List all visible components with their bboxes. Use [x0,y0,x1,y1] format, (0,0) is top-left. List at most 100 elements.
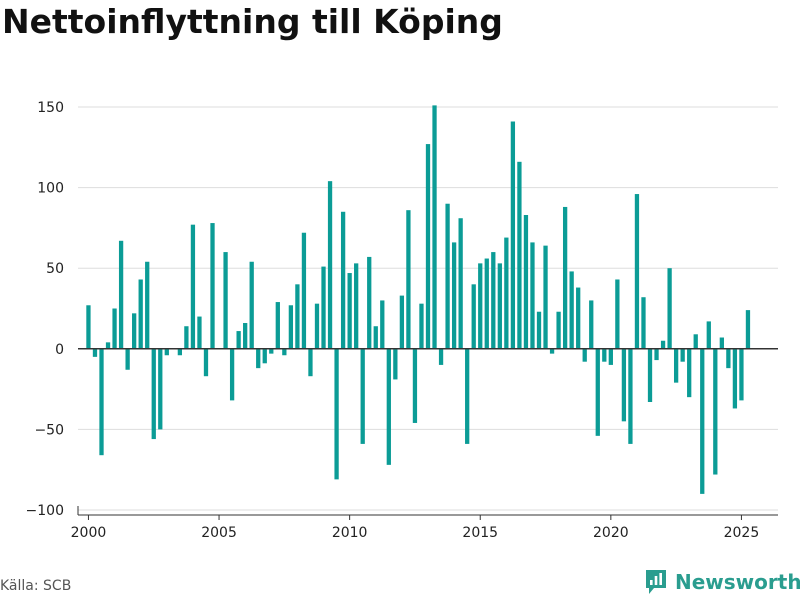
bar [726,348,731,369]
bar [432,105,437,349]
bar [249,261,254,349]
bar [569,271,574,349]
bar [673,348,679,383]
bar [347,273,352,349]
bar [151,348,156,440]
chart-title: Nettoinflyttning till Köping [2,2,503,41]
bar [308,348,313,377]
bar [118,240,124,349]
bar [445,203,450,349]
bar [132,313,137,349]
bar [340,211,346,349]
bar [556,311,561,349]
x-tick-label: 2025 [724,525,760,541]
bar [641,297,646,349]
bar [190,224,196,349]
y-tick-label: 50 [46,261,64,277]
bar [256,348,261,369]
x-tick-label: 2005 [201,525,237,541]
bar [497,263,502,349]
brand-logo[interactable]: Newsworthy [644,568,800,596]
bar [491,252,496,349]
bar [210,223,215,349]
bar [628,348,633,444]
bar [562,206,568,349]
bar [706,321,711,349]
bar [549,348,555,354]
x-tick-label: 2000 [71,525,107,541]
bar [589,300,594,349]
bar [419,303,424,349]
bar [275,302,280,349]
bar [654,348,659,361]
bar [236,331,241,349]
bar [536,311,542,349]
y-tick-label: 100 [37,181,64,197]
bar [327,181,333,349]
bar [164,348,169,356]
bar [269,348,274,354]
bar [680,348,685,362]
bar [282,348,287,356]
bar [458,218,463,349]
bar [739,348,744,401]
source-label: Källa: SCB [0,578,72,594]
bar [582,348,587,362]
bar [647,348,653,402]
bar [576,287,581,349]
bar [608,348,613,365]
bar [745,310,751,349]
bar [595,348,600,436]
bar [510,121,516,349]
x-tick-label: 2010 [332,525,368,541]
bar [125,348,130,370]
bar [373,326,378,349]
brand-name: Newsworthy [675,570,800,594]
bar [314,303,320,349]
bar [634,194,640,349]
bar [438,348,444,365]
bar [243,323,248,349]
bar [517,161,522,349]
bar [719,337,724,349]
axes: −100 −50 0 50 100 150 2000 2005 2010 2015 2020 2025 [26,100,778,541]
bar [360,348,365,444]
y-tick-label: −50 [34,422,64,438]
bar [484,258,489,349]
y-tick-label: 150 [37,100,64,116]
bar [105,342,111,349]
x-tick-label: 2015 [462,525,498,541]
bar [177,348,183,356]
bar [334,348,339,480]
bars [86,105,751,494]
bar [713,348,718,475]
bar [229,348,235,401]
bar [184,326,189,349]
bar [399,295,405,349]
bar [138,279,143,349]
bar [295,284,300,349]
bar [393,348,398,380]
bar [145,261,150,349]
bar [406,210,411,349]
bar [380,300,385,349]
bar [203,348,209,377]
bar [367,256,372,349]
bar [197,316,202,349]
bar [471,284,476,349]
bar [354,263,359,349]
bar [693,334,698,349]
bar-chart: −100 −50 0 50 100 150 2000 2005 2010 2015 2020 2025 [26,100,778,541]
bar [86,305,91,349]
bar [223,252,228,349]
bar [504,237,509,349]
bar [523,215,529,349]
bar [386,348,391,465]
bar [660,340,666,349]
bar [543,245,548,349]
bar [687,348,692,398]
bar [288,305,294,349]
bar [301,232,307,349]
bar [478,263,483,349]
newsworthy-logo-icon [646,570,666,594]
